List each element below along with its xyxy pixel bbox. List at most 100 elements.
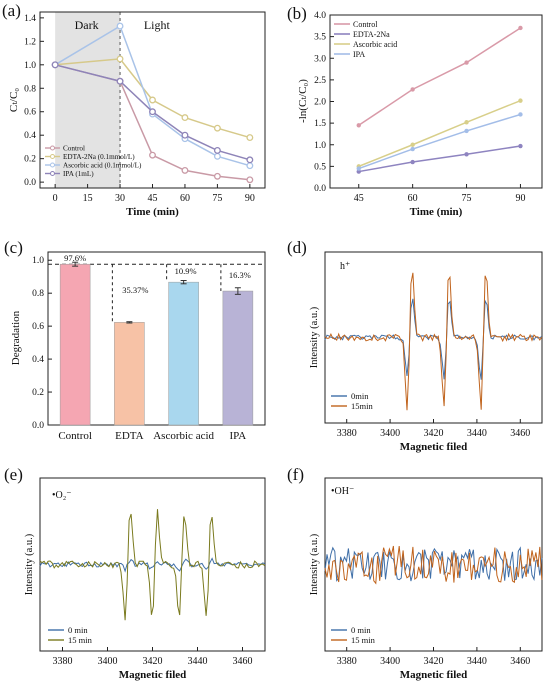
x-axis-label: Magnetic filed (400, 441, 468, 453)
y-axis-label: Degradation (10, 310, 22, 365)
legend-marker (50, 171, 55, 176)
x-tick-label: 3380 (53, 656, 73, 667)
data-point (518, 143, 523, 149)
data-point (246, 156, 254, 164)
y-tick-label: 3.0 (314, 54, 326, 64)
x-tick-label: 3380 (337, 428, 357, 439)
species-label: •O₂⁻ (52, 490, 72, 501)
legend-label: Control (353, 20, 378, 29)
y-tick-label: 0.8 (32, 289, 44, 299)
series-line (324, 272, 543, 411)
data-label: 35.37% (122, 285, 148, 295)
data-point (464, 120, 469, 125)
series-line (54, 64, 251, 161)
y-tick-label: 0.0 (32, 421, 44, 431)
data-point (410, 142, 415, 147)
y-axis-label: Intensity (a.u.) (309, 533, 320, 595)
bar (168, 281, 199, 426)
y-tick-label: 0.5 (314, 162, 326, 172)
y-axis-label: Cₜ/C₀ (8, 88, 20, 112)
panel-label: (a) (2, 1, 21, 20)
data-label: 97.6% (64, 253, 86, 263)
y-tick-label: 0.4 (32, 355, 44, 365)
data-point (213, 152, 221, 160)
panel-e: 3380 3400 3420 3440 3460 Magnetic filed Intens… (4, 465, 266, 681)
panel-f: 3380 3400 3420 3440 3460 Magnetic filed Intens… (287, 465, 543, 681)
y-tick-label: 0.0 (24, 178, 36, 188)
y-tick-label: 0.2 (24, 155, 36, 165)
series-line (358, 27, 521, 126)
series-line (39, 557, 265, 573)
data-point (246, 134, 254, 141)
x-tick-label: 60 (408, 193, 418, 204)
x-axis-label: Magnetic filed (119, 669, 187, 681)
data-point (518, 112, 523, 117)
data-point (181, 131, 189, 139)
x-tick-label: 90 (245, 193, 255, 204)
y-tick-label: 0.8 (24, 84, 36, 94)
region-label-dark: Dark (75, 18, 99, 32)
series-line (39, 509, 266, 621)
legend-marker (50, 145, 55, 151)
legend-label: 0 min (68, 625, 88, 635)
legend-marker (50, 154, 55, 159)
legend-label: 0min (351, 391, 369, 401)
legend-marker (50, 162, 55, 168)
y-axis-label: Intensity (a.u.) (309, 306, 320, 368)
y-tick-label: 2.5 (314, 76, 326, 86)
data-point (356, 169, 361, 174)
region-label-light: Light (144, 18, 171, 32)
x-tick-label: 3420 (424, 656, 444, 667)
data-point (149, 96, 156, 104)
legend-label: 15 min (351, 635, 376, 645)
data-point (116, 55, 124, 63)
data-point (518, 25, 523, 31)
x-tick-label: 3460 (510, 428, 530, 439)
data-point (116, 22, 124, 30)
legend-label: Control (63, 145, 85, 153)
series-line (358, 145, 521, 173)
data-point (246, 162, 254, 170)
data-point (149, 151, 156, 159)
dark-region-shade (55, 12, 121, 188)
data-point (213, 172, 221, 180)
y-tick-label: 2.0 (314, 98, 326, 108)
legend-label: EDTA-2Na (0.1mmol/L) (63, 153, 135, 161)
x-tick-label: 3440 (467, 656, 487, 667)
data-point (410, 146, 415, 152)
bar (59, 263, 91, 426)
y-tick-label: 4.0 (314, 11, 326, 21)
panel-label: (d) (287, 238, 307, 257)
x-axis-label: Time (min) (410, 206, 463, 218)
series-line (358, 113, 521, 170)
data-point (356, 166, 361, 171)
y-tick-label: 1.2 (24, 37, 36, 47)
y-tick-label: 1.0 (32, 256, 44, 266)
y-tick-label: 1.4 (24, 14, 36, 24)
data-point (464, 152, 469, 157)
species-label: •OH⁻ (331, 486, 354, 497)
data-point (116, 77, 124, 85)
data-label: 16.3% (229, 270, 251, 280)
panel-label: (b) (287, 4, 307, 23)
x-tick-label: Ascorbic acid (153, 430, 214, 442)
panel-label: (e) (4, 465, 23, 484)
y-axis-label: Intensity (a.u.) (24, 533, 35, 595)
x-tick-label: 45 (354, 193, 364, 204)
x-tick-label: 3460 (510, 656, 530, 667)
y-tick-label: 1.0 (24, 61, 36, 71)
series-line (54, 24, 251, 167)
panel-c: 0.0 0.2 0.4 0.6 0.8 1.0 Degradation Control EDTA… (4, 238, 266, 442)
data-point (149, 108, 156, 116)
y-tick-label: 1.5 (314, 119, 326, 129)
x-tick-label: 90 (515, 193, 525, 204)
panel-label: (f) (287, 465, 304, 484)
data-point (213, 124, 221, 132)
panel-label: (c) (4, 238, 23, 257)
y-tick-label: 0.6 (24, 108, 36, 118)
data-label: 10.9% (175, 266, 197, 276)
y-tick-label: 0.0 (314, 184, 326, 194)
y-axis-label: -ln(Cₜ/C₀) (297, 79, 309, 123)
data-point (213, 147, 221, 154)
